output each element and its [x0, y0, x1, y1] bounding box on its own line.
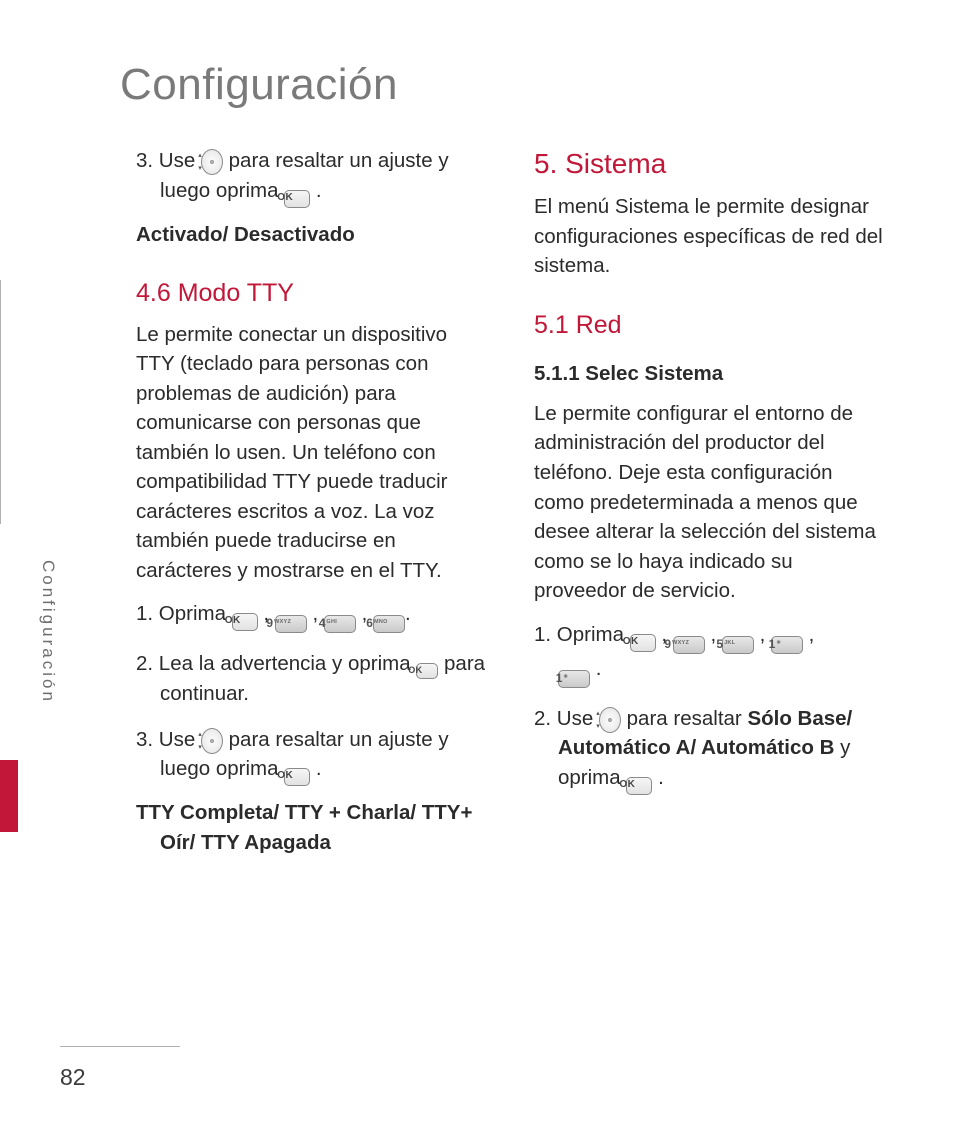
ok-key-icon: OK — [232, 613, 258, 631]
text: . — [658, 766, 664, 789]
text: 1. Oprima — [534, 623, 630, 646]
sys-step-2: 2. Use ▴▾ para resaltar Sólo Base/ Autom… — [534, 704, 886, 795]
nav-key-icon: ▴▾ — [599, 707, 621, 733]
right-column: 5. Sistema El menú Sistema le permite de… — [534, 146, 886, 873]
ok-key-icon: OK — [416, 663, 438, 679]
side-label: Configuración — [38, 560, 58, 704]
prev-step-3: 3. Use ▴▾ para resaltar un ajuste y lueg… — [136, 146, 488, 208]
key-9-icon: 9WXYZ — [275, 615, 307, 633]
key-4-icon: 4GHI — [324, 615, 356, 633]
text: 3. Use — [136, 149, 201, 172]
ok-key-icon: OK — [630, 634, 656, 652]
para-5: El menú Sistema le permite designar conf… — [534, 192, 886, 281]
heading-5: 5. Sistema — [534, 146, 886, 182]
manual-page: Configuración Configuración 3. Use ▴▾ pa… — [0, 0, 954, 1145]
text: 2. Use — [534, 707, 599, 730]
tty-step-2: 2. Lea la advertencia y oprima OK para c… — [136, 649, 488, 709]
prev-step-3-options: Activado/ Desactivado — [136, 220, 488, 250]
ok-key-icon: OK — [284, 768, 310, 786]
side-accent-bar — [0, 760, 18, 832]
heading-4-6: 4.6 Modo TTY — [136, 277, 488, 310]
content-columns: 3. Use ▴▾ para resaltar un ajuste y lueg… — [136, 146, 894, 873]
text: . — [590, 657, 601, 680]
nav-key-icon: ▴▾ — [201, 149, 223, 175]
tty-step-3-options: TTY Completa/ TTY + Charla/ TTY+ Oír/ TT… — [136, 798, 488, 857]
left-column: 3. Use ▴▾ para resaltar un ajuste y lueg… — [136, 146, 488, 873]
tty-step-1: 1. Oprima OK , 9WXYZ , 4GHI , 6MNO. — [136, 599, 488, 633]
side-rule — [0, 280, 1, 524]
sys-step-1: 1. Oprima OK , 9WXYZ , 5JKL , 1✳ , 1✳ . — [534, 620, 886, 688]
text: para resaltar — [627, 707, 748, 730]
side-tab: Configuración — [0, 560, 92, 760]
text: 1. Oprima — [136, 602, 232, 625]
ok-key-icon: OK — [626, 777, 652, 795]
key-1-icon: 1✳ — [558, 670, 590, 688]
text: 3. Use — [136, 728, 201, 751]
text: . — [405, 602, 411, 625]
heading-5-1-1: 5.1.1 Selec Sistema — [534, 359, 886, 389]
ok-key-icon: OK — [284, 190, 310, 208]
key-5-icon: 5JKL — [722, 636, 754, 654]
key-6-icon: 6MNO — [373, 615, 405, 633]
text: , — [803, 623, 814, 646]
nav-key-icon: ▴▾ — [201, 728, 223, 754]
text: . — [316, 757, 322, 780]
heading-5-1: 5.1 Red — [534, 309, 886, 342]
para-5-1-1: Le permite configurar el entorno de admi… — [534, 399, 886, 606]
footer-rule — [60, 1046, 180, 1047]
key-1-icon: 1✳ — [771, 636, 803, 654]
key-9-icon: 9WXYZ — [673, 636, 705, 654]
para-4-6: Le permite conectar un dispositivo TTY (… — [136, 320, 488, 586]
page-number: 82 — [60, 1064, 86, 1091]
page-title: Configuración — [120, 60, 894, 110]
text: 2. Lea la advertencia y oprima — [136, 652, 416, 675]
tty-step-3: 3. Use ▴▾ para resaltar un ajuste y lueg… — [136, 725, 488, 787]
text: . — [316, 179, 322, 202]
